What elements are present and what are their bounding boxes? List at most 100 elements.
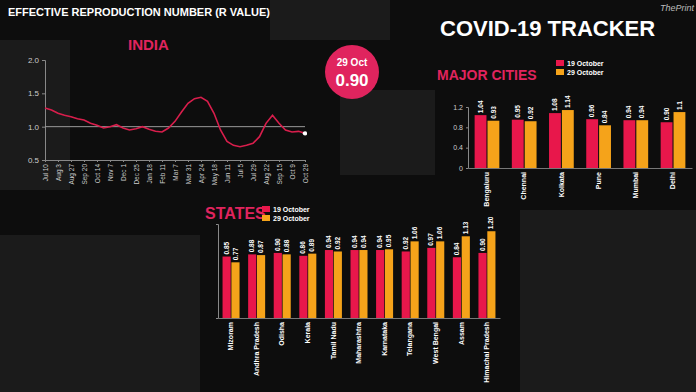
data-label: 0.85 xyxy=(223,242,230,255)
data-label: 0.87 xyxy=(257,240,264,253)
tick: Assam xyxy=(458,318,465,345)
bar xyxy=(248,254,256,318)
tick-mark xyxy=(42,93,45,94)
tick: Feb 11 xyxy=(159,160,166,184)
photo-backdrop xyxy=(0,235,200,392)
legend-swatch xyxy=(556,60,564,66)
tick-label: 2.0 xyxy=(28,56,40,65)
callout-date: 29 Oct xyxy=(337,57,368,68)
photo-backdrop xyxy=(340,90,435,175)
tick: Jul 29 xyxy=(250,160,257,181)
tick-label: Aug 3 xyxy=(55,164,63,181)
data-label: 0.88 xyxy=(283,239,290,252)
tick: Kerala xyxy=(304,318,311,343)
legend-label: 29 October xyxy=(273,215,310,222)
tick-mark xyxy=(466,107,468,108)
x-axis: BengaluruChennaiKolkataPuneMumbaiDelhi xyxy=(469,168,693,207)
tick: Mizoram xyxy=(227,318,234,350)
tick-mark xyxy=(292,160,293,162)
tick: Bengaluru xyxy=(483,168,491,207)
bar xyxy=(636,120,648,168)
bar xyxy=(436,241,444,318)
x-axis: Mizoram Andhra Pradesh Odisha Kerala Tamil N… xyxy=(219,318,501,383)
tick-label: Pune xyxy=(595,172,602,189)
bar xyxy=(549,113,561,168)
axis-line xyxy=(219,318,501,319)
tick-label: Nov 7 xyxy=(107,164,114,181)
tick-mark xyxy=(305,160,306,162)
bar xyxy=(350,250,358,318)
data-labels: 1.040.951.080.960.940.900.930.921.140.84… xyxy=(477,95,683,123)
tick-mark xyxy=(466,127,468,128)
page-root: COVID-19 TRACKERThePrintEFFECTIVE REPROD… xyxy=(0,0,696,392)
callout-bubble xyxy=(325,45,379,99)
tick-label: Oct 9 xyxy=(289,164,296,180)
tick-mark xyxy=(214,160,215,162)
page-title: COVID-19 TRACKER xyxy=(440,16,655,41)
tick-mark xyxy=(123,160,124,162)
tick-mark xyxy=(58,160,59,162)
data-label: 1.08 xyxy=(551,98,558,111)
tick: 0.5 xyxy=(28,156,45,165)
tick-mark xyxy=(42,127,45,128)
tick-label: Kolkata xyxy=(558,172,565,197)
data-label: 1.14 xyxy=(564,95,571,108)
tick-mark xyxy=(175,160,176,162)
tick-mark xyxy=(240,160,241,162)
bar xyxy=(599,125,611,168)
tick: 0.8 xyxy=(453,124,468,131)
plot-area xyxy=(45,97,307,146)
tick: Odisha xyxy=(278,318,285,346)
tick: 1.0 xyxy=(28,123,45,132)
tick: 1.2 xyxy=(453,104,468,111)
tick-mark xyxy=(42,60,45,61)
data-label: 1.06 xyxy=(436,226,443,239)
tick: Aug 27 xyxy=(68,160,76,185)
tick: Jan 18 xyxy=(146,160,153,184)
tick: Jul 5 xyxy=(237,160,244,178)
chart-subtitle: STATES xyxy=(205,205,266,222)
data-label: 0.89 xyxy=(308,239,315,252)
data-label: 1.20 xyxy=(487,216,494,229)
data-label: 0.94 xyxy=(360,235,367,248)
tick-label: Tamil Nadu xyxy=(330,322,337,359)
bar xyxy=(562,110,574,168)
tick: Chennai xyxy=(520,168,527,200)
tick-mark xyxy=(110,160,111,162)
bar xyxy=(453,257,461,318)
chart-subtitle: MAJOR CITIES xyxy=(437,67,537,83)
plot-area xyxy=(223,231,496,318)
tick-label: 0 xyxy=(459,165,463,172)
chart-title: EFFECTIVE REPRODUCTION NUMBER (R VALUE) xyxy=(8,6,270,18)
data-label: 1.13 xyxy=(462,221,469,234)
tick-label: Andhra Pradesh xyxy=(253,322,260,376)
tick-label: Apr 24 xyxy=(198,164,206,184)
bar xyxy=(376,250,384,318)
legend-label: 29 October xyxy=(567,69,604,76)
tick-label: Oct 14 xyxy=(94,164,101,184)
tick: 1.5 xyxy=(28,89,45,98)
bar xyxy=(674,112,686,168)
tick-mark xyxy=(279,160,280,162)
tick: Oct 9 xyxy=(289,160,296,180)
data-label: 0.77 xyxy=(232,247,239,260)
bar xyxy=(223,257,231,318)
data-label: 0.94 xyxy=(351,235,358,248)
tick: Jul 10 xyxy=(42,160,49,181)
data-labels: 0.850.880.900.860.940.940.940.920.970.84… xyxy=(223,216,495,260)
tick-mark xyxy=(227,160,228,162)
bar xyxy=(308,254,316,318)
data-label: 0.88 xyxy=(248,239,255,252)
tick: Karnataka xyxy=(381,318,388,356)
tick: Delhi xyxy=(669,168,676,189)
bar-chart: STATES19 October29 OctoberMizoramAndhra … xyxy=(205,205,501,383)
axis-line xyxy=(42,61,46,161)
r-value-line xyxy=(45,97,305,146)
tick: Dec 25 xyxy=(133,160,140,185)
callout-value: 0.90 xyxy=(335,71,368,90)
data-label: 0.93 xyxy=(489,106,496,119)
tick-label: Chennai xyxy=(520,172,527,200)
tick-mark xyxy=(71,160,72,162)
tick: Andhra Pradesh xyxy=(253,318,260,376)
axis-line xyxy=(216,225,219,319)
